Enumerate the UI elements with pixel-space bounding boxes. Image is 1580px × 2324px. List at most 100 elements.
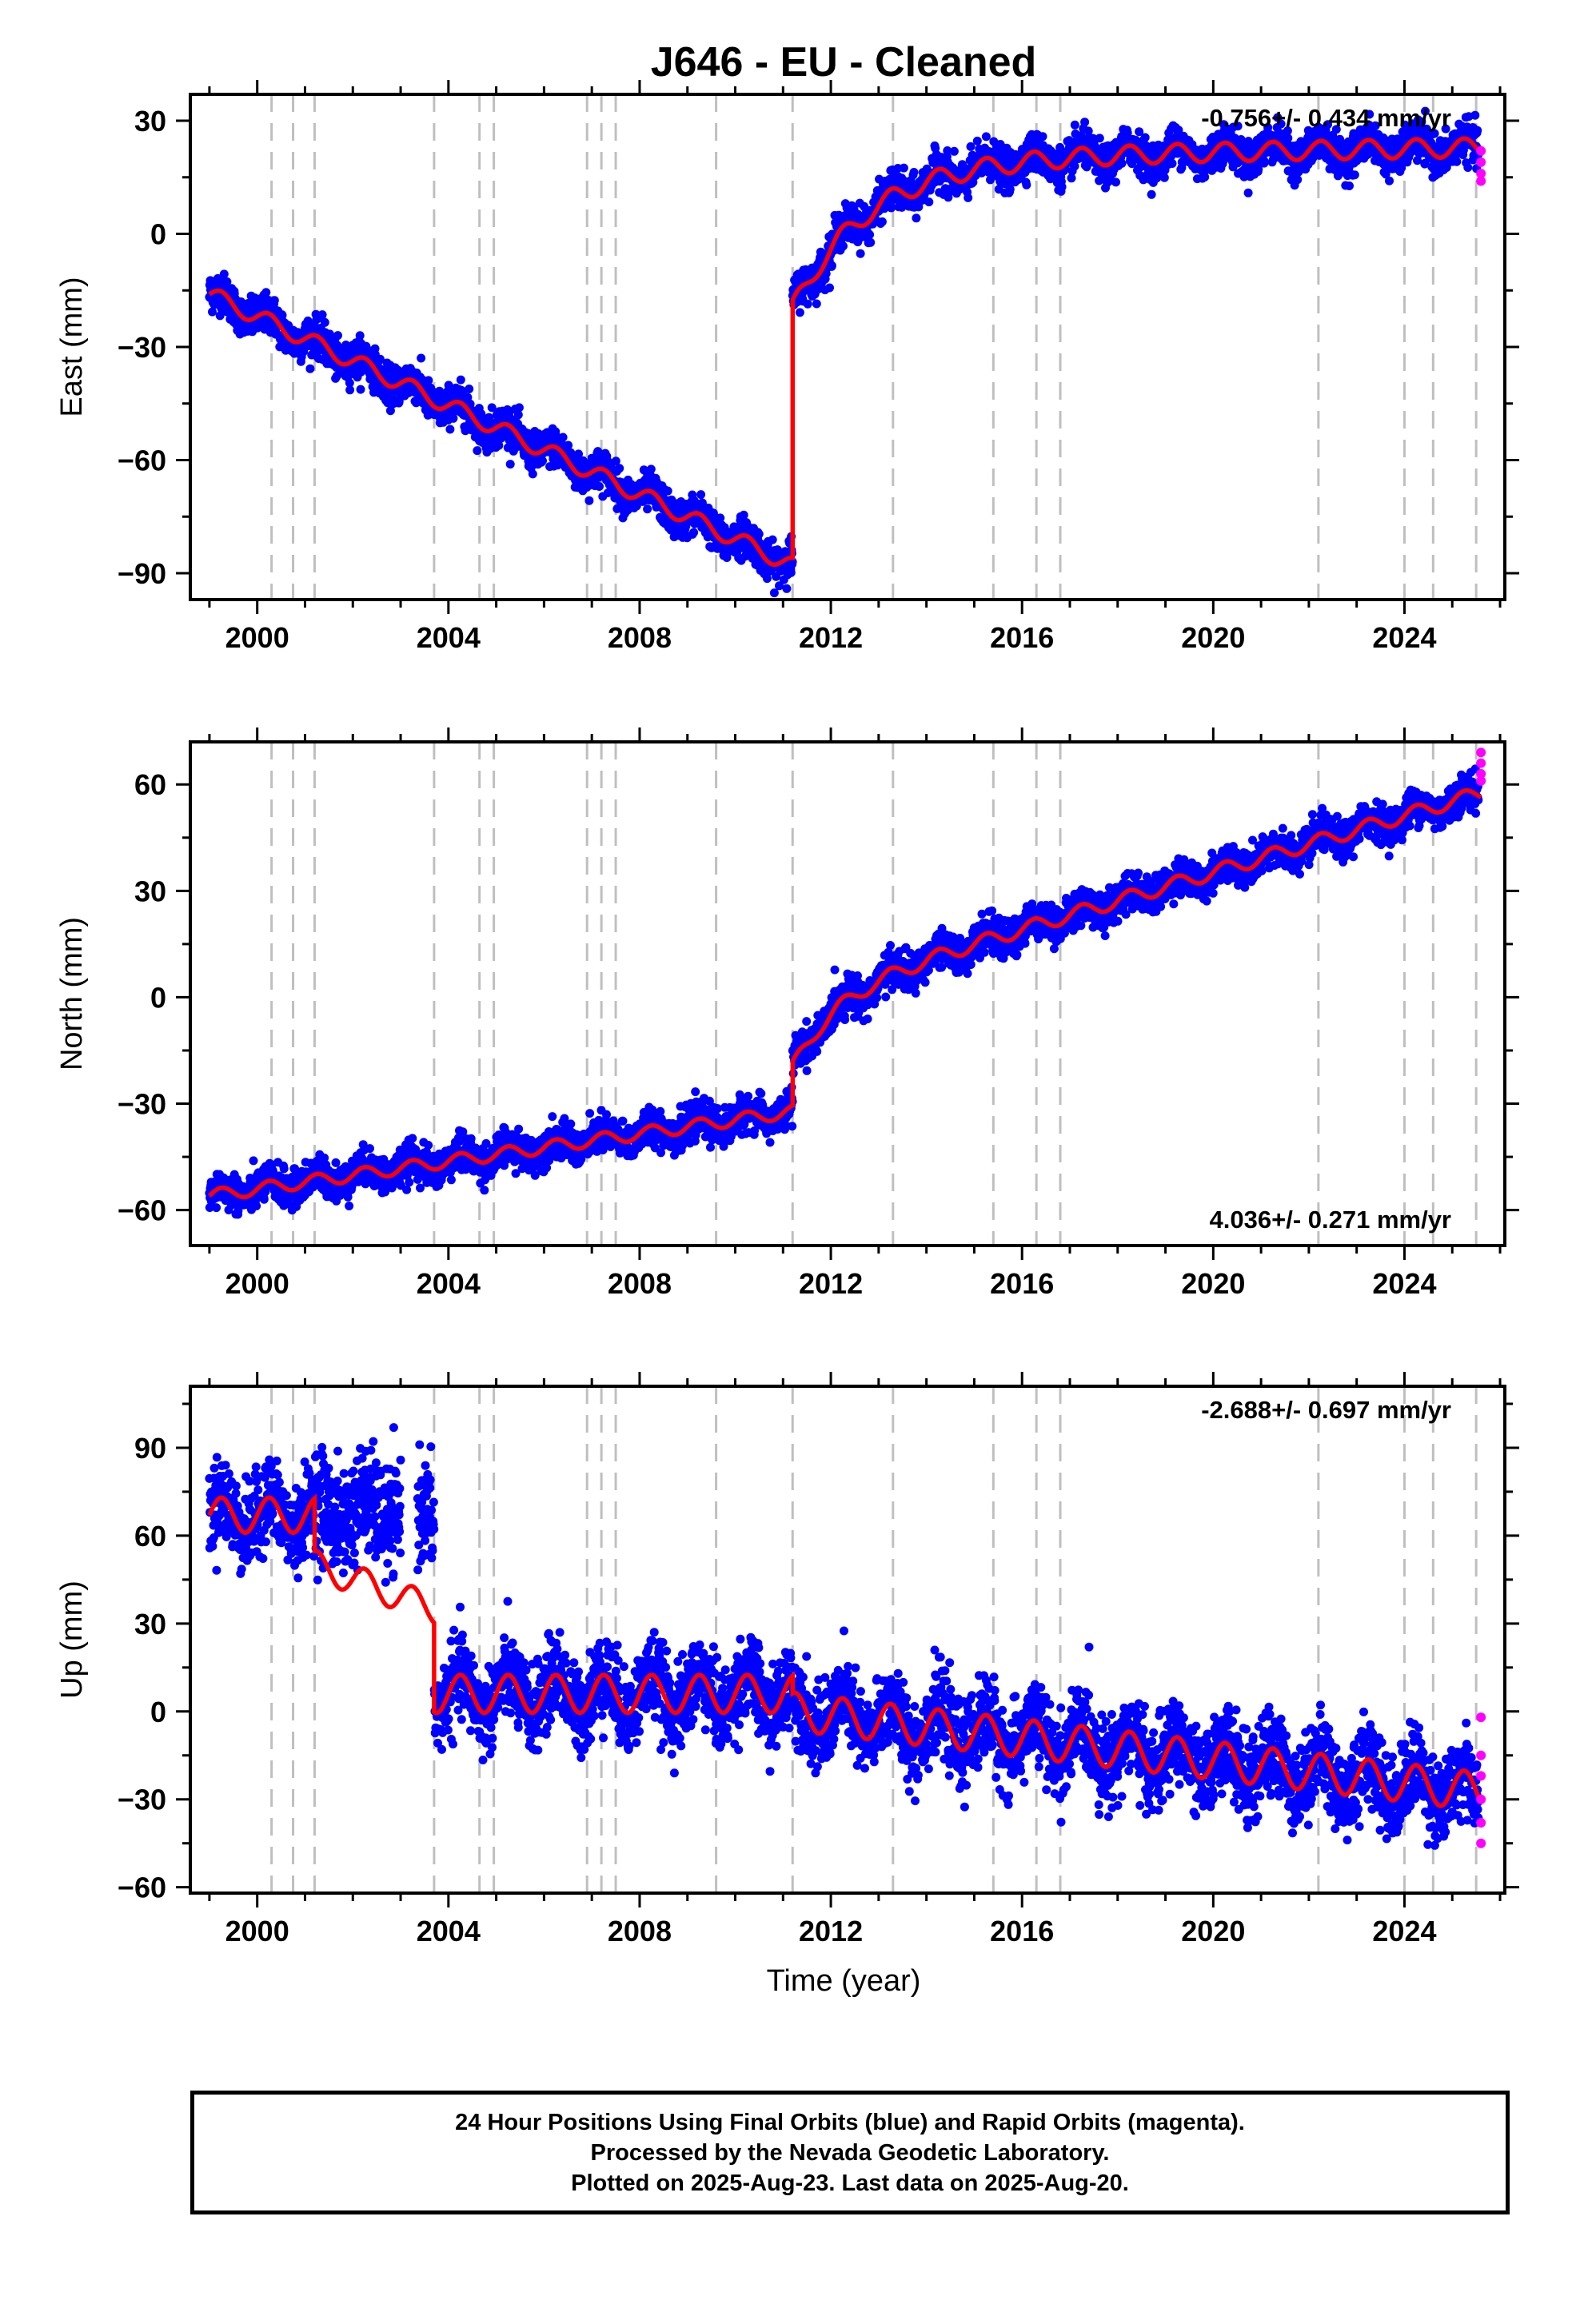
y-axis-label: East (mm) [55, 277, 89, 417]
data-point [1473, 126, 1482, 135]
data-point [924, 197, 933, 206]
panels: 2000 2004 2008 2012 2016 2020 2024 −90 −60 −30 0 30… [55, 80, 1519, 1947]
data-point [270, 296, 279, 305]
data-point [1168, 159, 1177, 168]
data-point [804, 300, 812, 309]
data-point [825, 284, 834, 293]
data-point [424, 376, 433, 385]
data-point [787, 568, 796, 577]
data-point [1470, 111, 1479, 120]
data-point [615, 464, 624, 472]
data-point [812, 300, 821, 309]
y-tick-label: −90 [118, 557, 166, 590]
data-point [332, 1158, 341, 1167]
data-point [506, 460, 515, 468]
data-point [900, 164, 908, 173]
data-point [878, 217, 887, 226]
data-point [950, 147, 959, 156]
data-point [417, 354, 425, 363]
data-point [538, 456, 547, 465]
data-point [1283, 134, 1292, 142]
data-point [643, 504, 652, 513]
y-tick-label: −30 [118, 331, 166, 364]
data-point [515, 403, 524, 412]
data-point [664, 487, 672, 496]
data-point [1293, 175, 1302, 184]
data-point [1351, 170, 1359, 179]
data-point [796, 308, 804, 317]
data-point [465, 385, 473, 393]
data-point [457, 376, 465, 385]
data-point [865, 230, 874, 239]
data-point [305, 365, 314, 373]
x-tick-label: 2000 [225, 621, 289, 654]
data-point [782, 584, 791, 593]
data-point [1071, 121, 1079, 130]
x-tick-label: 2008 [608, 621, 672, 654]
data-point [910, 168, 919, 177]
data-point [1200, 173, 1209, 181]
x-tick-label: 2016 [990, 621, 1054, 654]
data-point [595, 482, 604, 491]
data-point [964, 193, 972, 202]
data-point [1345, 181, 1354, 190]
data-point [828, 261, 836, 270]
data-point [696, 490, 705, 499]
data-point [647, 464, 656, 473]
data-point [357, 385, 365, 394]
data-point [1118, 159, 1127, 168]
data-point [1022, 181, 1031, 189]
data-point [755, 530, 764, 539]
data-point [1244, 189, 1253, 197]
data-point [973, 137, 982, 145]
data-point [1147, 190, 1156, 199]
data-point [912, 213, 920, 222]
final-orbit-points [205, 764, 1482, 1218]
rapid-point [1476, 157, 1486, 167]
data-point [473, 446, 481, 455]
data-point [249, 1156, 258, 1165]
x-tick-label: 2012 [799, 621, 863, 654]
x-tick-label: 2020 [1181, 621, 1245, 654]
data-point [839, 241, 848, 250]
y-tick-label: 30 [134, 105, 166, 138]
data-point [1463, 163, 1472, 172]
data-point [345, 385, 354, 394]
data-point [1095, 134, 1104, 142]
data-point [252, 1202, 261, 1210]
data-point [1141, 134, 1150, 142]
data-point [1160, 173, 1169, 182]
data-point [261, 288, 270, 297]
data-point [356, 331, 365, 340]
x-tick-label: 2024 [1372, 621, 1436, 654]
data-point [856, 249, 865, 258]
data-point [866, 238, 875, 247]
data-point [212, 1203, 221, 1212]
data-point [529, 469, 537, 478]
y-tick-label: 0 [150, 218, 166, 251]
rapid-point [1476, 176, 1486, 185]
data-point [321, 318, 329, 327]
final-orbit-points [205, 107, 1482, 598]
data-point [559, 433, 568, 442]
data-point [220, 269, 229, 278]
data-point [1260, 157, 1269, 165]
data-point [1452, 157, 1461, 166]
data-point [318, 310, 327, 319]
x-tick-label: 2004 [417, 621, 481, 654]
data-point [1111, 177, 1120, 186]
panel-east: 2000 2004 2008 2012 2016 2020 2024 −90 −60 −30 0 30… [55, 80, 1519, 654]
data-point [887, 204, 896, 213]
y-tick-label: −60 [118, 444, 166, 476]
data-point [445, 425, 454, 434]
data-point [333, 331, 342, 340]
data-point [768, 536, 777, 544]
data-point [280, 1164, 289, 1173]
figure-title: J646 - EU - Cleaned [651, 39, 1037, 86]
rate-annotation: -0.756+/- 0.434 mm/yr [1201, 104, 1451, 132]
data-point [1039, 132, 1047, 141]
data-point [585, 496, 593, 505]
data-point [1385, 177, 1394, 185]
data-point [1058, 182, 1067, 191]
